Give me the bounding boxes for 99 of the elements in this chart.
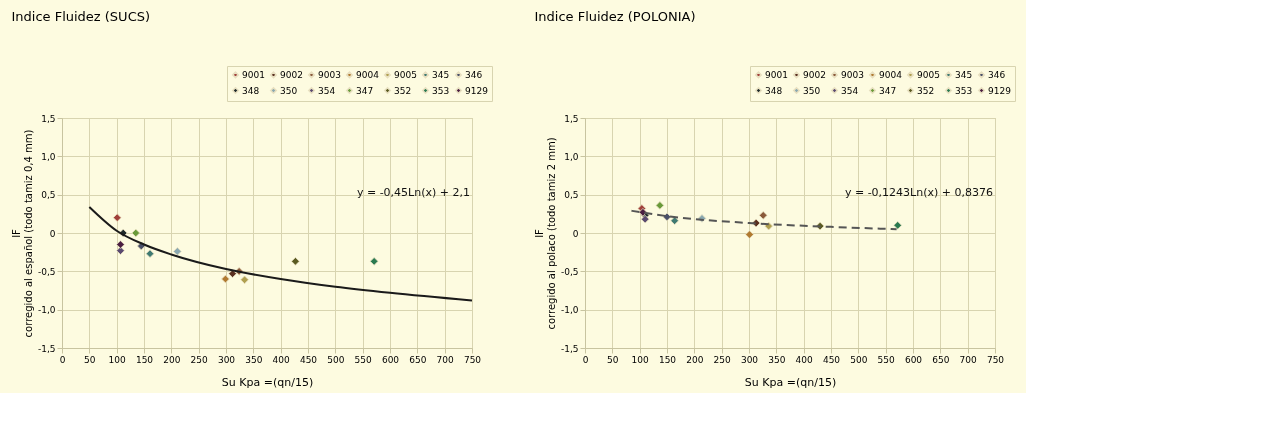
x-tick-label: 500	[850, 354, 868, 365]
x-tick-label: 650	[932, 354, 950, 365]
x-tick-label: 0	[582, 354, 589, 365]
point	[369, 257, 379, 266]
y-tick-label: -1,5	[37, 343, 56, 354]
point	[662, 212, 672, 222]
x-tick-label: 350	[768, 354, 786, 365]
legend-label: 347	[879, 85, 897, 96]
x-tick-label: 400	[795, 354, 814, 365]
point	[145, 249, 155, 258]
x-tick-label: 750	[463, 354, 482, 365]
y-tick-label: -0,5	[560, 266, 579, 277]
point	[116, 240, 125, 249]
y-tick-label: 0	[572, 228, 579, 239]
legend-label: 354	[318, 85, 336, 96]
x-tick-label: 450	[299, 354, 318, 365]
y-tick-label: 1,5	[564, 113, 579, 124]
legend-label: 9002	[280, 69, 303, 80]
x-tick-label: 700	[436, 354, 455, 365]
legend-label: 9129	[988, 85, 1012, 96]
x-tick-label: 650	[409, 354, 427, 365]
legend-label: 9005	[394, 69, 417, 80]
point	[112, 213, 122, 222]
y-tick-label: -1,0	[560, 305, 579, 316]
legend-label: 352	[917, 85, 935, 96]
legend-label: 9129	[465, 85, 489, 96]
x-tick-label: 400	[272, 354, 291, 365]
point	[240, 275, 249, 285]
legend-label: 354	[841, 85, 859, 96]
legend-label: 345	[432, 69, 450, 80]
point	[131, 228, 141, 238]
point	[221, 274, 230, 284]
x-tick-label: 500	[327, 354, 345, 365]
y-tick-label: 1,5	[41, 113, 56, 124]
x-tick-label: 550	[877, 354, 896, 365]
y-axis-title: IF corregido al español (todo tamiz 0,4 mm)	[10, 129, 34, 338]
chart-title: Indice Fluidez (POLONIA)	[534, 8, 696, 24]
x-axis-title: Su Kpa =(qn/15)	[744, 375, 837, 389]
legend-label: 352	[394, 85, 412, 96]
legend-label: 353	[955, 85, 973, 96]
legend-label: 9002	[803, 69, 826, 80]
legend-label: 348	[765, 85, 783, 96]
chart-title: Indice Fluidez (SUCS)	[11, 8, 151, 24]
annotation: y = -0,45Ln(x) + 2,1	[356, 186, 470, 199]
x-tick-label: 250	[190, 354, 209, 365]
y-tick-label: 0	[49, 228, 56, 239]
y-axis-title: IF corregido al polaco (todo tamiz 2 mm)	[533, 137, 557, 330]
point	[640, 214, 650, 224]
y-tick-label: -1,5	[560, 343, 579, 354]
x-tick-label: 150	[658, 354, 677, 365]
x-tick-label: 50	[607, 354, 619, 365]
y-tick-label: -1,0	[37, 305, 56, 316]
legend-label: 9004	[879, 69, 903, 80]
y-tick-label: 1,0	[564, 151, 579, 162]
x-tick-label: 200	[163, 354, 181, 365]
x-tick-label: 600	[904, 354, 923, 365]
annotation: y = -0,1243Ln(x) + 0,8376	[844, 186, 993, 199]
x-tick-label: 250	[713, 354, 732, 365]
legend-label: 348	[242, 85, 260, 96]
legend-label: 353	[432, 85, 450, 96]
x-tick-label: 750	[986, 354, 1005, 365]
legend-label: 347	[356, 85, 374, 96]
x-tick-label: 300	[217, 354, 236, 365]
x-tick-label: 700	[959, 354, 978, 365]
legend-label: 350	[280, 85, 298, 96]
x-tick-label: 0	[59, 354, 66, 365]
x-tick-label: 300	[740, 354, 759, 365]
y-tick-label: 0,5	[564, 190, 579, 201]
legend-label: 9004	[356, 69, 380, 80]
y-tick-label: 1,0	[41, 151, 56, 162]
legend-label: 346	[465, 69, 483, 80]
line-series	[88, 205, 473, 302]
x-tick-label: 550	[354, 354, 373, 365]
y-tick-label: -0,5	[37, 266, 56, 277]
point	[758, 211, 768, 220]
point	[745, 230, 754, 239]
point	[173, 247, 182, 256]
legend-label: 9003	[318, 69, 341, 80]
point	[116, 246, 125, 255]
x-axis-title: Su Kpa =(qn/15)	[221, 375, 314, 389]
legend-label: 9001	[242, 69, 265, 80]
x-tick-label: 600	[381, 354, 400, 365]
legend-label: 9001	[765, 69, 788, 80]
legend-label: 9005	[917, 69, 940, 80]
x-tick-label: 50	[84, 354, 96, 365]
x-tick-label: 350	[245, 354, 263, 365]
point	[655, 201, 665, 210]
point	[291, 257, 300, 266]
x-tick-label: 450	[822, 354, 841, 365]
y-tick-label: 0,5	[41, 190, 56, 201]
legend-label: 346	[988, 69, 1006, 80]
x-tick-label: 100	[631, 354, 650, 365]
point	[893, 221, 902, 230]
x-tick-label: 100	[108, 354, 127, 365]
x-tick-label: 200	[686, 354, 704, 365]
legend-label: 345	[955, 69, 973, 80]
legend-label: 9003	[841, 69, 864, 80]
x-tick-label: 150	[135, 354, 154, 365]
legend-label: 350	[803, 85, 821, 96]
